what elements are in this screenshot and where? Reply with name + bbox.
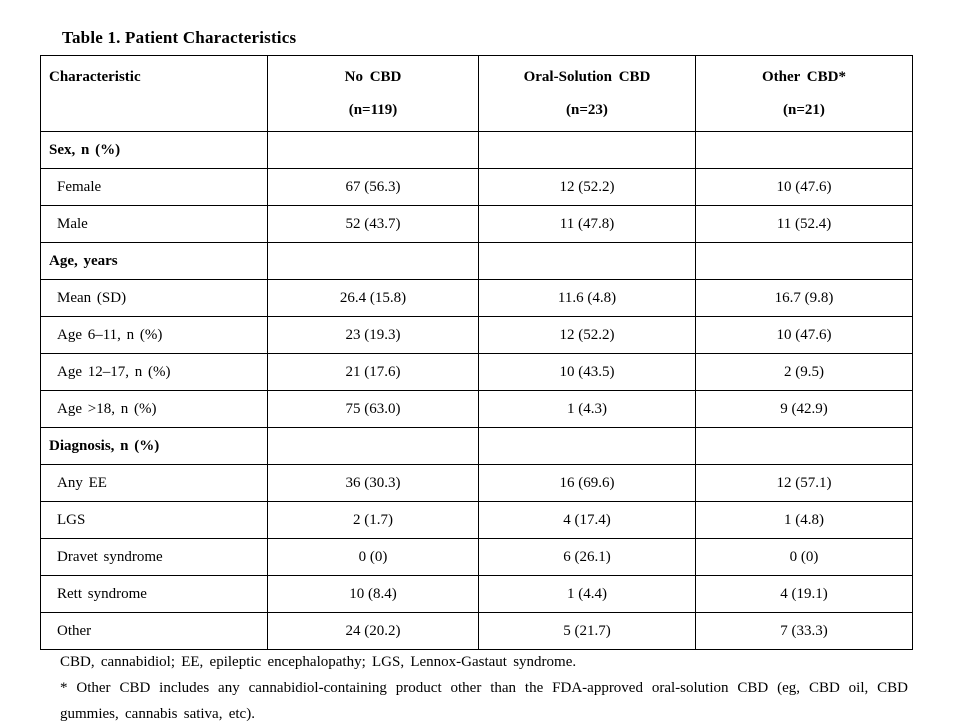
cell-value: 0 (0) [695,538,913,576]
table-row: Other 24 (20.2) 5 (21.7) 7 (33.3) [40,612,913,650]
cell-value: 24 (20.2) [267,612,479,650]
table-title: Table 1. Patient Characteristics [62,28,297,47]
cell-value: 10 (8.4) [267,575,479,613]
column-label: Oral-Solution CBD [523,69,651,85]
table-row: Female 67 (56.3) 12 (52.2) 10 (47.6) [40,168,913,206]
header-oral-solution-cbd: Oral-Solution CBD (n=23) [478,55,696,132]
row-label: Other [40,612,268,650]
row-label: Age 12–17, n (%) [40,353,268,391]
cell-value: 10 (47.6) [695,316,913,354]
column-sublabel: (n=23) [566,102,608,118]
cell-value [695,427,913,465]
table-row: Age >18, n (%) 75 (63.0) 1 (4.3) 9 (42.9) [40,390,913,428]
patient-characteristics-table: Characteristic No CBD (n=119) Oral-Solut… [40,55,913,650]
row-label: Dravet syndrome [40,538,268,576]
table-row: Rett syndrome 10 (8.4) 1 (4.4) 4 (19.1) [40,575,913,613]
cell-value: 23 (19.3) [267,316,479,354]
header-characteristic: Characteristic [40,55,268,132]
cell-value: 4 (19.1) [695,575,913,613]
column-sublabel: (n=21) [783,102,825,118]
cell-value: 1 (4.8) [695,501,913,539]
section-row: Diagnosis, n (%) [40,427,913,465]
cell-value: 1 (4.4) [478,575,696,613]
cell-value: 0 (0) [267,538,479,576]
cell-value: 67 (56.3) [267,168,479,206]
cell-value: 75 (63.0) [267,390,479,428]
abbreviations-note: CBD, cannabidiol; EE, epileptic encephal… [60,654,577,670]
row-label: Diagnosis, n (%) [40,427,268,465]
cell-value: 4 (17.4) [478,501,696,539]
cell-value [478,131,696,169]
header-no-cbd: No CBD (n=119) [267,55,479,132]
cell-value: 11 (47.8) [478,205,696,243]
cell-value: 16.7 (9.8) [695,279,913,317]
cell-value [695,131,913,169]
cell-value: 10 (43.5) [478,353,696,391]
row-label: Mean (SD) [40,279,268,317]
cell-value: 12 (52.2) [478,316,696,354]
table-row: Male 52 (43.7) 11 (47.8) 11 (52.4) [40,205,913,243]
footnotes: CBD, cannabidiol; EE, epileptic encephal… [60,650,908,727]
cell-value [267,427,479,465]
section-row: Sex, n (%) [40,131,913,169]
table-row: Dravet syndrome 0 (0) 6 (26.1) 0 (0) [40,538,913,576]
cell-value: 6 (26.1) [478,538,696,576]
header-row: Characteristic No CBD (n=119) Oral-Solut… [40,55,913,132]
cell-value [267,242,479,280]
cell-value: 5 (21.7) [478,612,696,650]
section-row: Age, years [40,242,913,280]
row-label: Age, years [40,242,268,280]
cell-value: 26.4 (15.8) [267,279,479,317]
row-label: LGS [40,501,268,539]
row-label: Any EE [40,464,268,502]
column-sublabel: (n=119) [348,102,398,118]
column-label: No CBD [344,69,402,85]
header-other-cbd: Other CBD* (n=21) [695,55,913,132]
cell-value: 12 (57.1) [695,464,913,502]
cell-value: 11 (52.4) [695,205,913,243]
cell-value [267,131,479,169]
row-label: Rett syndrome [40,575,268,613]
cell-value: 36 (30.3) [267,464,479,502]
cell-value [695,242,913,280]
table-row: Age 6–11, n (%) 23 (19.3) 12 (52.2) 10 (47.… [40,316,913,354]
row-label: Female [40,168,268,206]
table-row: Any EE 36 (30.3) 16 (69.6) 12 (57.1) [40,464,913,502]
cell-value: 12 (52.2) [478,168,696,206]
row-label: Sex, n (%) [40,131,268,169]
cell-value: 2 (1.7) [267,501,479,539]
asterisk-note: * Other CBD includes any cannabidiol-con… [60,679,908,722]
cell-value: 11.6 (4.8) [478,279,696,317]
table-row: Age 12–17, n (%) 21 (17.6) 10 (43.5) 2 (9.5… [40,353,913,391]
table-body: Sex, n (%) Female 67 (56.3) 12 (52.2) 10 (47… [40,131,913,650]
cell-value: 10 (47.6) [695,168,913,206]
cell-value [478,242,696,280]
cell-value: 1 (4.3) [478,390,696,428]
row-label: Age 6–11, n (%) [40,316,268,354]
cell-value [478,427,696,465]
table-row: LGS 2 (1.7) 4 (17.4) 1 (4.8) [40,501,913,539]
cell-value: 7 (33.3) [695,612,913,650]
column-label: Other CBD* [762,69,846,85]
cell-value: 2 (9.5) [695,353,913,391]
cell-value: 21 (17.6) [267,353,479,391]
table-row: Mean (SD) 26.4 (15.8) 11.6 (4.8) 16.7 (9.8) [40,279,913,317]
column-label: Characteristic [49,69,141,85]
cell-value: 52 (43.7) [267,205,479,243]
row-label: Age >18, n (%) [40,390,268,428]
cell-value: 16 (69.6) [478,464,696,502]
row-label: Male [40,205,268,243]
cell-value: 9 (42.9) [695,390,913,428]
